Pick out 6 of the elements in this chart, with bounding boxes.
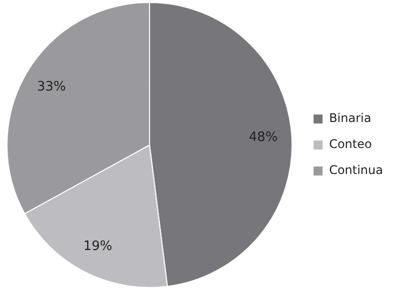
legend-label: Conteo xyxy=(329,137,372,152)
legend-label: Binaria xyxy=(329,111,372,126)
data-label: 19% xyxy=(83,238,112,254)
legend-label: Continua xyxy=(329,163,384,178)
data-label: 33% xyxy=(36,79,66,94)
data-label: 48% xyxy=(248,130,278,146)
